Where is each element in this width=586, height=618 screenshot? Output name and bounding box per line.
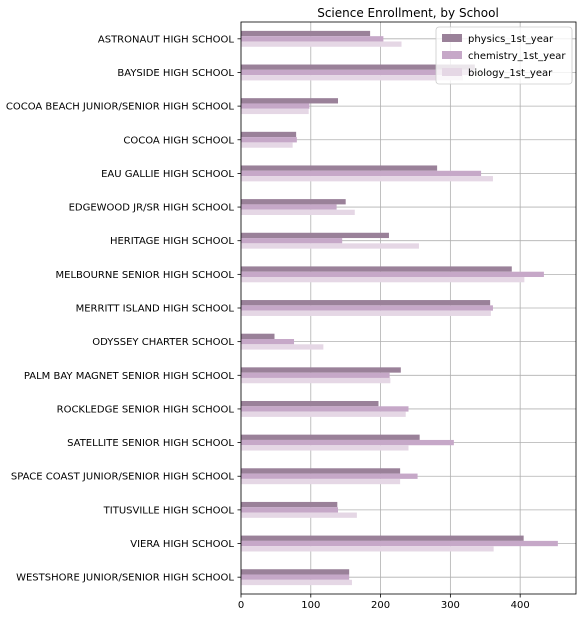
bar-biology_1st_year-8 (241, 310, 491, 316)
category-label-0: ASTRONAUT HIGH SCHOOL (98, 34, 235, 45)
legend-box (435, 26, 573, 85)
bar-physics_1st_year-10 (241, 367, 401, 373)
bar-physics_1st_year-5 (241, 199, 346, 205)
bar-chemistry_1st_year-10 (241, 372, 390, 378)
bar-chemistry_1st_year-13 (241, 473, 418, 479)
bar-biology_1st_year-11 (241, 411, 406, 417)
category-label-11: ROCKLEDGE SENIOR HIGH SCHOOL (57, 404, 235, 415)
bar-chemistry_1st_year-9 (241, 338, 295, 345)
x-tick-label-2: 200 (371, 600, 390, 611)
bar-biology_1st_year-16 (241, 579, 352, 586)
bar-chemistry_1st_year-7 (241, 271, 544, 278)
bar-physics_1st_year-14 (241, 501, 338, 508)
bar-chemistry_1st_year-6 (241, 238, 343, 244)
bar-biology_1st_year-12 (241, 445, 409, 451)
bar-physics_1st_year-15 (241, 535, 524, 541)
category-label-2: COCOA BEACH JUNIOR/SENIOR HIGH SCHOOL (6, 102, 235, 113)
legend-label-chemistry_1st_year: chemistry_1st_year (468, 51, 566, 62)
bar-biology_1st_year-3 (241, 142, 293, 148)
bar-biology_1st_year-0 (241, 41, 402, 47)
bar-physics_1st_year-3 (241, 131, 297, 138)
bar-chemistry_1st_year-5 (241, 204, 337, 210)
bar-biology_1st_year-5 (241, 209, 355, 216)
bars (241, 30, 558, 586)
x-tick-label-3: 300 (441, 600, 460, 611)
category-label-16: WESTSHORE JUNIOR/SENIOR HIGH SCHOOL (16, 573, 234, 584)
bar-biology_1st_year-10 (241, 377, 391, 384)
legend-label-physics_1st_year: physics_1st_year (468, 34, 554, 45)
category-label-12: SATELLITE SENIOR HIGH SCHOOL (67, 438, 234, 449)
bar-biology_1st_year-6 (241, 243, 419, 249)
bar-biology_1st_year-7 (241, 277, 525, 283)
bar-physics_1st_year-8 (241, 300, 491, 306)
legend-swatch-biology_1st_year (442, 68, 462, 76)
bar-physics_1st_year-6 (241, 232, 389, 239)
x-tick-label-1: 100 (301, 600, 320, 611)
bar-biology_1st_year-13 (241, 478, 401, 485)
bar-biology_1st_year-2 (241, 108, 309, 115)
bar-biology_1st_year-1 (241, 75, 463, 81)
bar-biology_1st_year-9 (241, 344, 324, 350)
x-axis-ticks: 0 100 200 300 400 (238, 594, 530, 611)
bar-biology_1st_year-14 (241, 512, 357, 518)
bar-physics_1st_year-4 (241, 165, 438, 171)
chart-title: Science Enrollment, by School (317, 6, 499, 20)
bar-biology_1st_year-15 (241, 546, 494, 552)
category-label-6: HERITAGE HIGH SCHOOL (110, 236, 234, 247)
category-label-9: ODYSSEY CHARTER SCHOOL (92, 337, 234, 348)
bar-chemistry_1st_year-11 (241, 406, 409, 412)
category-label-1: BAYSIDE HIGH SCHOOL (117, 68, 234, 79)
legend-swatch-physics_1st_year (442, 34, 462, 42)
category-label-15: VIERA HIGH SCHOOL (130, 539, 234, 550)
bar-physics_1st_year-1 (241, 64, 475, 70)
bar-physics_1st_year-16 (241, 569, 350, 575)
bar-physics_1st_year-2 (241, 98, 339, 104)
category-label-8: MERRITT ISLAND HIGH SCHOOL (76, 304, 235, 315)
category-label-10: PALM BAY MAGNET SENIOR HIGH SCHOOL (24, 371, 235, 382)
bar-physics_1st_year-13 (241, 468, 401, 474)
bar-chemistry_1st_year-14 (241, 507, 339, 513)
category-label-3: COCOA HIGH SCHOOL (123, 135, 234, 146)
bar-chemistry_1st_year-0 (241, 36, 384, 42)
bar-physics_1st_year-0 (241, 30, 371, 37)
category-label-5: EDGEWOOD JR/SR HIGH SCHOOL (69, 203, 235, 214)
x-tick-label-4: 400 (511, 600, 530, 611)
bar-chemistry_1st_year-2 (241, 103, 310, 109)
bar-biology_1st_year-4 (241, 176, 493, 182)
y-axis-categories: ASTRONAUT HIGH SCHOOL BAYSIDE HIGH SCHOOL… (6, 34, 241, 584)
legend: physics_1st_year chemistry_1st_yearbiolog… (435, 26, 573, 85)
category-label-13: SPACE COAST JUNIOR/SENIOR HIGH SCHOOL (11, 472, 235, 483)
bar-physics_1st_year-9 (241, 333, 275, 339)
bar-chemistry_1st_year-4 (241, 170, 482, 177)
bar-chemistry_1st_year-16 (241, 574, 350, 580)
bar-chemistry_1st_year-8 (241, 305, 493, 311)
legend-label-biology_1st_year: biology_1st_year (468, 68, 553, 79)
bar-chemistry_1st_year-1 (241, 69, 472, 76)
category-label-7: MELBOURNE SENIOR HIGH SCHOOL (56, 270, 235, 281)
bar-physics_1st_year-12 (241, 434, 420, 440)
bar-chemistry_1st_year-12 (241, 439, 454, 446)
bar-physics_1st_year-7 (241, 266, 512, 272)
x-tick-label-0: 0 (238, 600, 244, 611)
bar-chemistry_1st_year-15 (241, 540, 558, 547)
bar-chemistry_1st_year-3 (241, 137, 297, 143)
category-label-4: EAU GALLIE HIGH SCHOOL (101, 169, 234, 180)
legend-swatch-chemistry_1st_year (442, 51, 462, 59)
category-label-14: TITUSVILLE HIGH SCHOOL (103, 505, 235, 516)
bar-physics_1st_year-11 (241, 400, 379, 407)
